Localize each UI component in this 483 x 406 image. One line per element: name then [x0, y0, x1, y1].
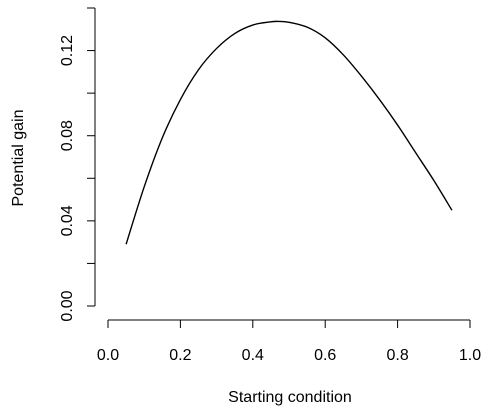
x-tick-label: 0.6	[314, 347, 336, 364]
x-tick-label: 1.0	[459, 347, 481, 364]
x-axis-label: Starting condition	[228, 389, 352, 406]
y-axis: 0.00 0.04 0.08 0.12	[59, 7, 96, 322]
x-tick-label: 0.0	[97, 347, 119, 364]
x-tick-label: 0.8	[386, 347, 408, 364]
y-tick-label: 0.08	[59, 120, 76, 151]
x-axis: 0.0 0.2 0.4 0.6 0.8 1.0	[97, 319, 481, 364]
y-axis-label: Potential gain	[10, 110, 27, 207]
y-tick-label: 0.00	[59, 290, 76, 321]
y-tick-label: 0.04	[59, 205, 76, 236]
series-line	[125, 20, 453, 245]
x-tick-label: 0.2	[169, 347, 191, 364]
y-tick-label: 0.12	[59, 35, 76, 66]
x-tick-label: 0.4	[242, 347, 264, 364]
